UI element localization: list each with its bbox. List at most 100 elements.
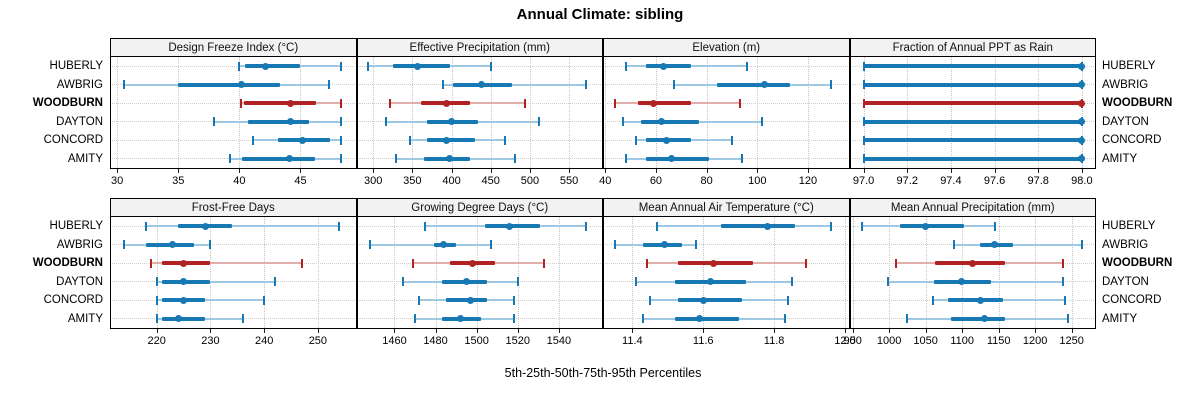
cap-5th: [862, 117, 865, 127]
gridline: [962, 217, 964, 328]
median-dot: [299, 136, 307, 144]
station-label-right: WOODBURN: [1102, 97, 1173, 110]
axis-tick-label: 250: [308, 335, 328, 347]
cap-95th: [695, 240, 698, 250]
axis-tick: [490, 169, 492, 173]
median-dot: [174, 315, 182, 323]
panel-header: Elevation (m): [603, 38, 850, 57]
cap-5th: [862, 154, 865, 164]
bar-25-75: [948, 298, 1004, 303]
station-label-left: HUBERLY: [49, 60, 103, 73]
axis-tick: [655, 169, 657, 173]
axis-tick-label: 120: [798, 175, 818, 187]
median-dot: [1078, 136, 1086, 144]
axis-tick: [435, 329, 437, 333]
station-label-left: AMITY: [67, 152, 103, 165]
gridline: [925, 217, 927, 328]
bar-25-75: [678, 298, 743, 303]
cap-5th: [641, 314, 644, 324]
median-dot: [443, 136, 451, 144]
bar-25-75: [863, 101, 1082, 106]
cap-95th: [994, 221, 996, 231]
cap-5th: [953, 240, 956, 250]
median-dot: [287, 118, 295, 126]
axis-tick: [1035, 329, 1037, 333]
cap-95th: [829, 80, 832, 90]
axis-tick-label: 400: [442, 175, 461, 187]
gridline: [950, 57, 952, 168]
cap-5th: [368, 240, 371, 250]
cap-95th: [538, 117, 541, 127]
cap-95th: [300, 258, 303, 268]
axis-tick: [317, 329, 319, 333]
cap-95th: [1061, 277, 1064, 287]
bar-25-75: [863, 119, 1082, 124]
cap-5th: [634, 277, 637, 287]
axis-tick: [998, 329, 1000, 333]
panel-header: Effective Precipitation (mm): [356, 38, 603, 57]
median-dot: [445, 155, 453, 163]
gridline: [774, 217, 776, 328]
axis-tick: [632, 329, 634, 333]
gridline: [703, 217, 705, 328]
axis-tick: [264, 329, 266, 333]
cap-95th: [338, 221, 341, 231]
bar-25-75: [638, 101, 692, 106]
panel-header: Design Freeze Index (°C): [110, 38, 357, 57]
median-dot: [180, 278, 188, 286]
panel: [356, 216, 603, 329]
axis-tick-label: 98.0: [1071, 175, 1093, 187]
axis-tick: [1071, 329, 1073, 333]
axis-tick: [451, 169, 453, 173]
bar-25-75: [162, 316, 206, 321]
median-dot: [238, 81, 246, 89]
axis-tick-label: 97.2: [896, 175, 918, 187]
axis-tick: [950, 169, 952, 173]
axis-tick-label: 1500: [464, 335, 489, 347]
gridline: [569, 57, 571, 168]
axis-tick: [300, 169, 302, 173]
cap-95th: [524, 98, 527, 108]
gridline: [889, 217, 891, 328]
station-label-left: AWBRIG: [56, 238, 103, 251]
bar-25-75: [427, 138, 476, 143]
panel-header: Fraction of Annual PPT as Rain: [849, 38, 1096, 57]
median-dot: [285, 155, 293, 163]
gridline: [1081, 57, 1083, 168]
cap-5th: [394, 154, 397, 164]
cap-95th: [584, 221, 587, 231]
station-label-left: DAYTON: [56, 115, 103, 128]
cap-95th: [209, 240, 212, 250]
panel: [849, 216, 1096, 329]
row-guide: [112, 244, 355, 246]
axis-tick-label: 11.6: [692, 335, 714, 347]
axis-tick-label: 40: [599, 175, 612, 187]
median-dot: [180, 259, 188, 267]
median-dot: [763, 222, 771, 230]
station-label-right: WOODBURN: [1102, 257, 1173, 270]
percentiles-caption: 5th-25th-50th-75th-95th Percentiles: [504, 366, 702, 380]
whisker-5-95: [156, 299, 265, 302]
median-dot: [442, 99, 450, 107]
axis-tick: [774, 329, 776, 333]
axis-tick-label: 1050: [913, 335, 938, 347]
axis-tick-label: 500: [520, 175, 540, 187]
gridline: [239, 57, 241, 168]
chart-title: Annual Climate: sibling: [516, 6, 684, 23]
whisker-5-95: [156, 280, 275, 283]
cap-95th: [730, 135, 733, 145]
median-dot: [180, 296, 188, 304]
bar-25-75: [863, 82, 1082, 87]
gridline: [529, 57, 531, 168]
axis-tick-label: 220: [147, 335, 166, 347]
axis-tick-label: 97.4: [940, 175, 962, 187]
median-dot: [477, 81, 485, 89]
median-dot: [462, 278, 470, 286]
cap-5th: [906, 314, 909, 324]
cap-5th: [123, 240, 126, 250]
axis-tick-label: 11.4: [622, 335, 643, 347]
gridline: [178, 57, 180, 168]
gridline: [706, 57, 708, 168]
axis-tick-label: 40: [233, 175, 246, 187]
